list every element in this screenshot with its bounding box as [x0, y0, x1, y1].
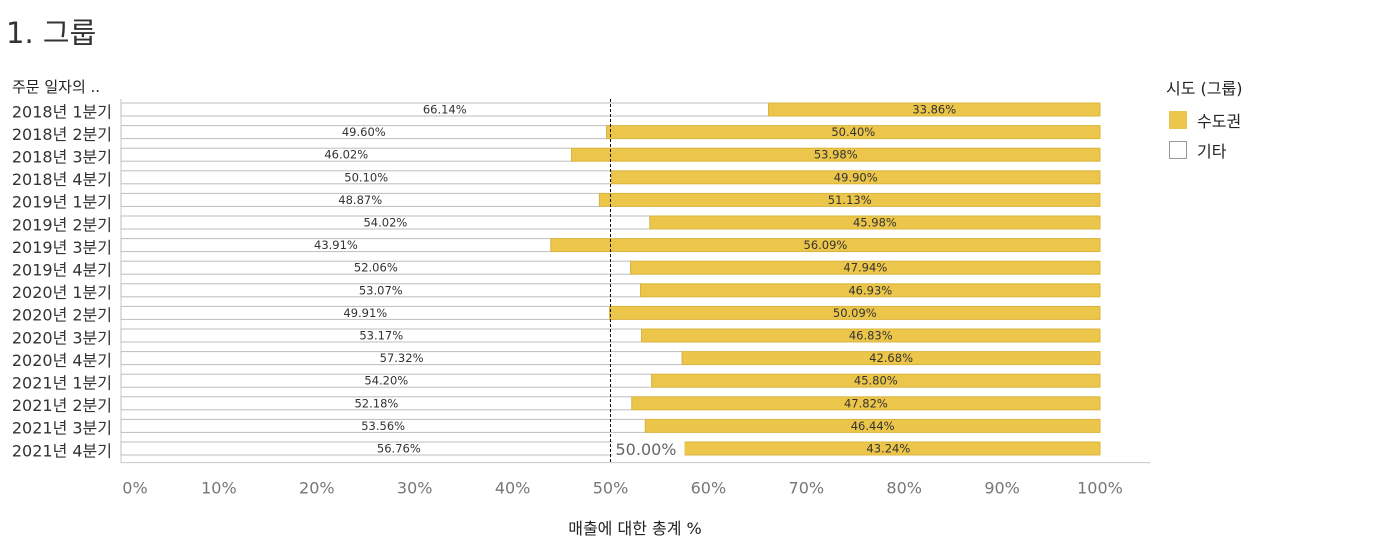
legend-title: 시도 (그룹): [1166, 79, 1243, 98]
category-label: 2020년 1분기: [12, 283, 112, 302]
bar-capital: [768, 102, 1101, 117]
x-tick-label: 100%: [1077, 479, 1123, 498]
bar-capital: [681, 351, 1101, 366]
x-tick-label: 30%: [397, 479, 433, 498]
bar-capital: [649, 215, 1101, 230]
data-label-other: 54.20%: [364, 374, 408, 388]
data-label-capital: 46.83%: [849, 329, 893, 343]
legend-swatch-other: [1169, 141, 1187, 159]
bar-capital: [651, 373, 1101, 388]
legend-swatch-capital: [1169, 111, 1187, 129]
data-label-capital: 56.09%: [804, 238, 848, 252]
data-label-capital: 50.40%: [831, 125, 875, 139]
data-label-capital: 49.90%: [834, 170, 878, 184]
x-tick-label: 20%: [299, 479, 335, 498]
x-tick-label: 60%: [691, 479, 727, 498]
bar-capital: [606, 125, 1101, 140]
x-axis-title: 매출에 대한 총계 %: [568, 519, 702, 538]
data-label-other: 48.87%: [338, 193, 382, 207]
bar-capital: [550, 238, 1101, 253]
data-label-other: 52.18%: [354, 396, 398, 410]
category-label: 2019년 1분기: [12, 193, 112, 212]
data-label-capital: 51.13%: [828, 193, 872, 207]
x-tick-label: 80%: [886, 479, 922, 498]
stacked-bar-chart: 66.14% 33.86% 2018년 1분기 49.60% 50.40% 2018년 2…: [12, 99, 1150, 498]
data-label-capital: 43.24%: [866, 442, 910, 456]
data-label-capital: 47.82%: [844, 396, 888, 410]
data-label-capital: 50.09%: [833, 306, 877, 320]
x-tick-label: 10%: [201, 479, 237, 498]
category-label: 2021년 4분기: [12, 441, 112, 460]
bar-capital: [610, 170, 1101, 185]
legend-label-capital: 수도권: [1197, 112, 1242, 131]
legend-item-other[interactable]: 기타: [1166, 135, 1242, 165]
category-label: 2021년 3분기: [12, 419, 112, 438]
category-label: 2021년 1분기: [12, 374, 112, 393]
data-label-other: 50.10%: [344, 170, 388, 184]
data-label-other: 54.02%: [363, 216, 407, 230]
legend: 시도 (그룹) 수도권 기타: [1166, 75, 1242, 165]
category-label: 2018년 3분기: [12, 148, 112, 167]
data-label-other: 66.14%: [423, 103, 467, 117]
bar-capital: [571, 147, 1101, 162]
data-label-capital: 45.80%: [854, 374, 898, 388]
bar-capital: [641, 328, 1101, 343]
data-label-other: 49.91%: [343, 306, 387, 320]
data-label-capital: 42.68%: [869, 351, 913, 365]
data-label-capital: 46.93%: [848, 283, 892, 297]
category-label: 2018년 1분기: [12, 102, 112, 121]
legend-item-capital[interactable]: 수도권: [1166, 105, 1242, 135]
data-label-other: 53.56%: [361, 419, 405, 433]
bar-capital: [630, 260, 1101, 275]
x-tick-label: 90%: [984, 479, 1020, 498]
reference-label-bg: [612, 439, 685, 459]
data-label-other: 52.06%: [354, 261, 398, 275]
row-axis-header[interactable]: 주문 일자의 ..: [12, 78, 101, 96]
category-label: 2018년 4분기: [12, 170, 112, 189]
data-label-capital: 46.44%: [851, 419, 895, 433]
page-title: 1. 그룹: [6, 16, 97, 50]
data-label-other: 46.02%: [324, 148, 368, 162]
x-tick-label: 0%: [122, 479, 147, 498]
category-label: 2020년 4분기: [12, 351, 112, 370]
data-label-other: 43.91%: [314, 238, 358, 252]
data-label-other: 49.60%: [342, 125, 386, 139]
data-label-other: 57.32%: [380, 351, 424, 365]
reference-label: 50.00%: [616, 440, 677, 459]
bar-capital: [640, 283, 1101, 298]
data-label-other: 53.07%: [359, 283, 403, 297]
data-label-capital: 45.98%: [853, 216, 897, 230]
data-label-capital: 33.86%: [912, 103, 956, 117]
data-label-capital: 47.94%: [843, 261, 887, 275]
bar-capital: [609, 305, 1101, 320]
data-label-other: 53.17%: [359, 329, 403, 343]
category-label: 2019년 3분기: [12, 238, 112, 257]
x-tick-label: 50%: [593, 479, 629, 498]
category-label: 2019년 2분기: [12, 215, 112, 234]
data-label-capital: 53.98%: [814, 148, 858, 162]
legend-label-other: 기타: [1197, 142, 1227, 161]
x-tick-label: 40%: [495, 479, 531, 498]
category-label: 2021년 2분기: [12, 396, 112, 415]
bar-capital: [644, 418, 1101, 433]
x-tick-label: 70%: [789, 479, 825, 498]
data-label-other: 56.76%: [377, 442, 421, 456]
bar-capital: [631, 396, 1101, 411]
category-label: 2018년 2분기: [12, 125, 112, 144]
category-label: 2020년 3분기: [12, 328, 112, 347]
bar-capital: [598, 192, 1101, 207]
category-label: 2019년 4분기: [12, 261, 112, 280]
category-label: 2020년 2분기: [12, 306, 112, 325]
